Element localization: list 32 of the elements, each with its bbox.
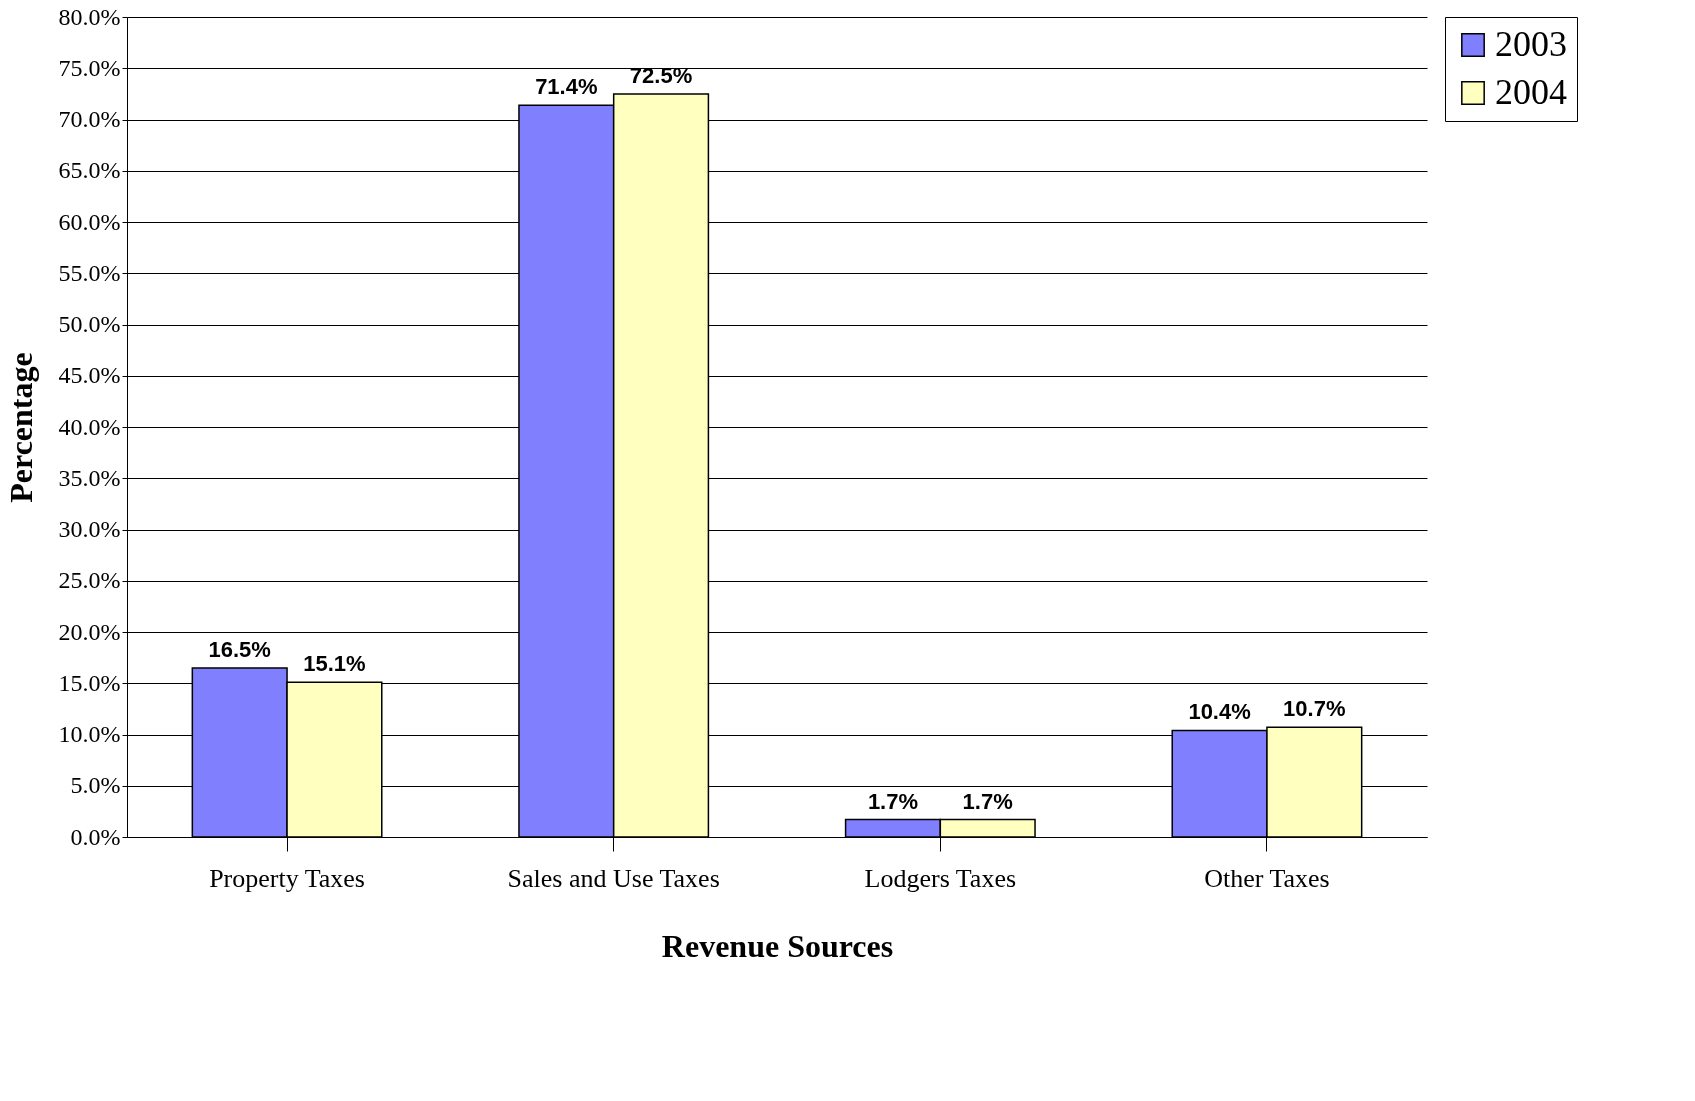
y-tick-label: 0.0% [70,823,121,850]
y-tick-label: 50.0% [58,311,121,337]
y-axis-title: Percentage [2,352,39,503]
y-tick-label: 15.0% [58,669,121,696]
legend-label: 2004 [1495,72,1567,112]
y-tick-label: 25.0% [58,567,121,594]
data-label: 1.7% [867,788,919,814]
data-label: 10.4% [1188,699,1251,725]
x-tick-label: Sales and Use Taxes [507,863,720,893]
y-tick-label: 80.0% [58,3,121,30]
data-label: 16.5% [208,636,271,662]
y-tick-label: 70.0% [58,106,121,132]
data-label: 15.1% [303,651,366,677]
data-label: 1.7% [962,788,1013,814]
y-tick-label: 40.0% [58,413,121,440]
y-tick-label: 35.0% [58,464,121,491]
y-tick-label: 45.0% [58,362,121,389]
y-tick-label: 20.0% [58,618,121,645]
x-tick-label: Other Taxes [1204,863,1330,893]
y-tick-label: 55.0% [58,259,121,286]
y-tick-label: 5.0% [70,772,121,799]
data-label: 10.7% [1283,696,1346,722]
y-tick-label: 75.0% [58,54,121,81]
x-tick-label: Property Taxes [209,863,365,893]
y-tick-label: 65.0% [58,157,121,184]
y-tick-label: 60.0% [58,208,121,235]
x-axis-title: Revenue Sources [661,927,894,964]
data-label: 71.4% [535,74,598,100]
y-tick-label: 10.0% [58,721,121,747]
legend-label: 2003 [1495,24,1567,64]
x-tick-label: Lodgers Taxes [864,863,1017,893]
y-tick-label: 30.0% [58,516,121,542]
